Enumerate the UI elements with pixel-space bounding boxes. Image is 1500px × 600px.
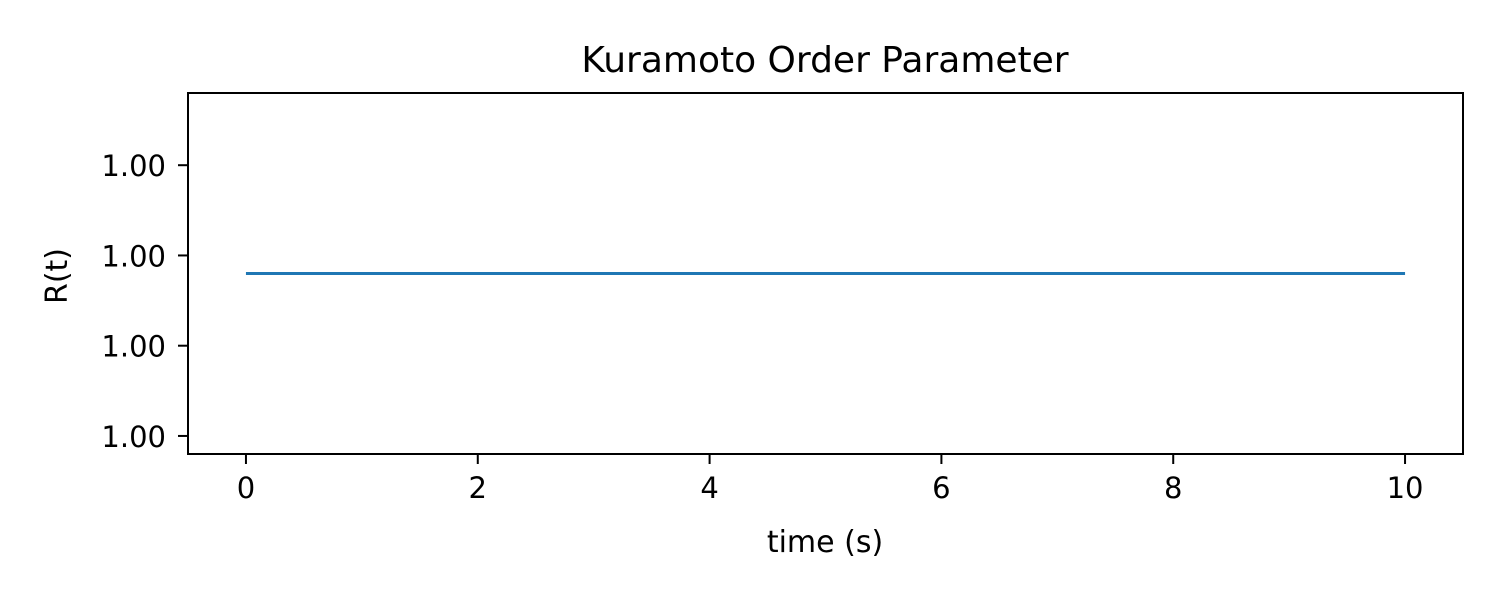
x-axis-ticks: 0 2 4 6 8 10 (237, 454, 1424, 505)
x-axis-label: time (s) (767, 525, 883, 560)
x-tick-label: 10 (1387, 471, 1424, 505)
plot-frame (187, 92, 1464, 455)
y-tick-label: 1.00 (101, 330, 166, 364)
x-tick-label: 4 (700, 471, 718, 505)
y-tick-label: 1.00 (101, 239, 166, 273)
chart-title: Kuramoto Order Parameter (581, 40, 1068, 81)
y-tick-label: 1.00 (101, 420, 166, 454)
x-tick-label: 8 (1164, 471, 1182, 505)
y-axis-label: R(t) (40, 248, 75, 304)
x-tick-label: 2 (469, 471, 487, 505)
y-tick-label: 1.00 (101, 149, 166, 183)
plot-area: 0 2 4 6 8 10 1.00 1.00 1.00 1.00 (101, 92, 1464, 505)
x-tick-label: 0 (237, 471, 255, 505)
y-axis-ticks: 1.00 1.00 1.00 1.00 (101, 149, 188, 454)
x-tick-label: 6 (932, 471, 950, 505)
